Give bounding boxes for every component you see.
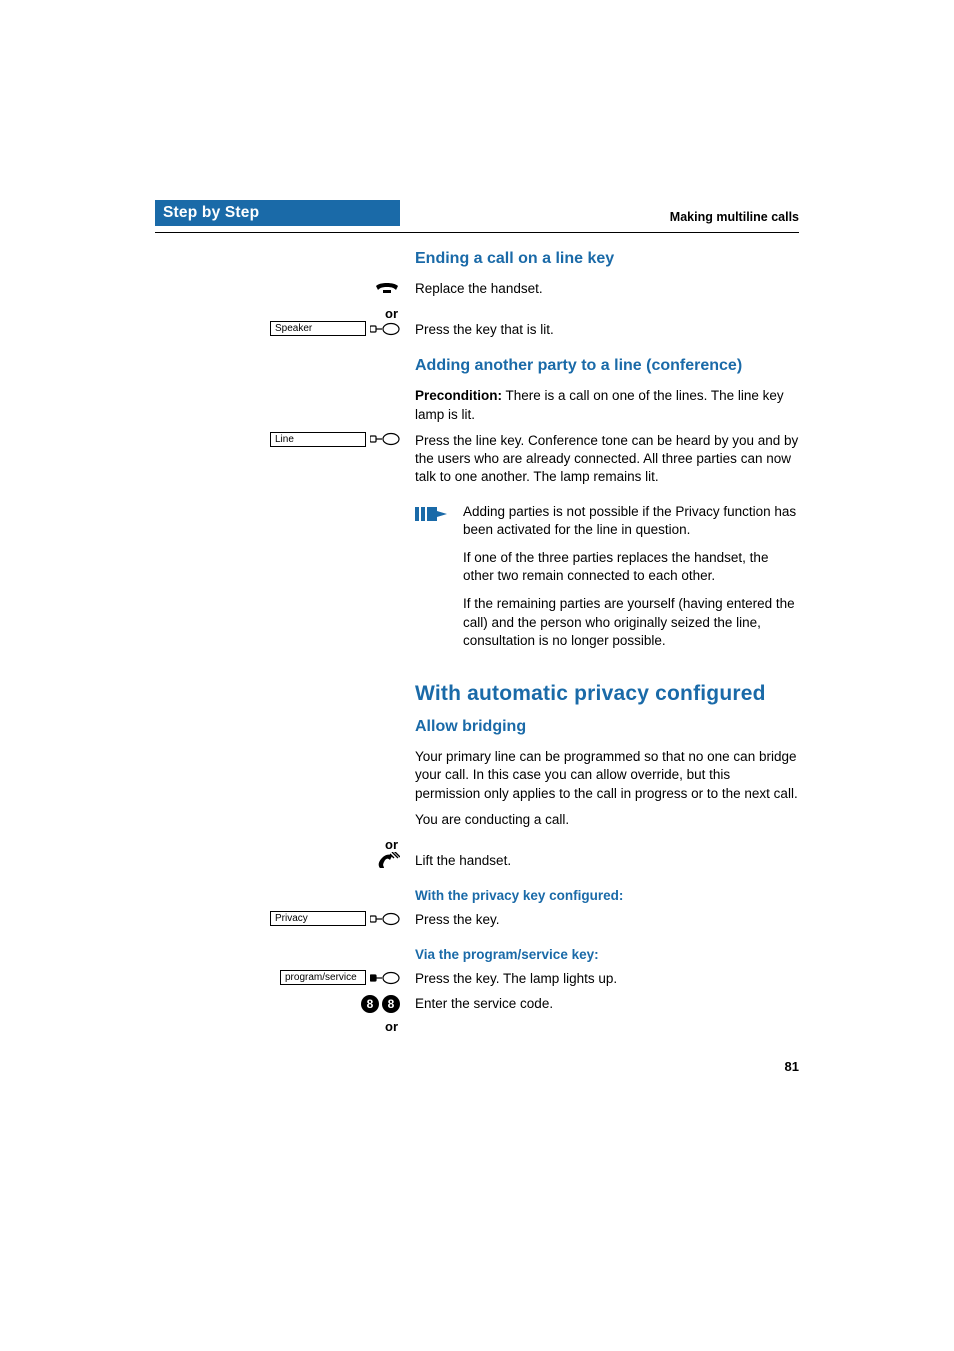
lamp-indicator-icon: [370, 971, 400, 985]
speaker-key-label: Speaker: [270, 321, 366, 336]
page: Making multiline calls Step by Step Endi…: [0, 0, 954, 1114]
note-line-2: If one of the three parties replaces the…: [463, 549, 799, 585]
privacy-key-label: Privacy: [270, 911, 366, 926]
text-lift-handset: Lift the handset.: [415, 852, 799, 870]
page-number: 81: [785, 1059, 799, 1074]
heading-allow-bridging: Allow bridging: [415, 718, 799, 736]
text-press-program-key: Press the key. The lamp lights up.: [415, 970, 799, 988]
text-replace-handset: Replace the handset.: [415, 280, 799, 298]
digit-row: 8 8: [155, 995, 400, 1013]
row-autoprivacy-heading: With automatic privacy configured: [155, 682, 799, 716]
row-program-heading: Via the program/service key:: [155, 937, 799, 970]
subhead-privacy-key: With the privacy key configured:: [415, 888, 799, 903]
note-line-3: If the remaining parties are yourself (h…: [463, 595, 799, 650]
row-line-key: Line Press the line key. Conference tone…: [155, 432, 799, 495]
lamp-indicator-icon: [370, 432, 400, 446]
row-addparty-heading: Adding another party to a line (conferen…: [155, 355, 799, 387]
note-text: Adding parties is not possible if the Pr…: [463, 503, 799, 661]
row-replace-handset: Replace the handset.: [155, 280, 799, 306]
row-program-key: program/service Press the key. The lamp …: [155, 970, 799, 994]
running-head: Making multiline calls: [670, 210, 799, 224]
note-line-1: Adding parties is not possible if the Pr…: [463, 503, 799, 539]
lamp-indicator-icon: [370, 322, 400, 336]
note-arrow-icon: [415, 503, 455, 661]
row-speaker-key: Speaker Press the key that is lit.: [155, 321, 799, 347]
row-conducting: You are conducting a call.: [155, 811, 799, 837]
text-precondition: Precondition: There is a call on one of …: [415, 387, 799, 423]
row-service-code: 8 8 Enter the service code.: [155, 995, 799, 1019]
heading-ending-call: Ending a call on a line key: [415, 250, 799, 268]
lamp-indicator-icon: [370, 912, 400, 926]
line-key-label: Line: [270, 432, 366, 447]
row-or-1: or: [155, 306, 799, 321]
note-block: Adding parties is not possible if the Pr…: [415, 503, 799, 661]
text-press-lit-key: Press the key that is lit.: [415, 321, 799, 339]
text-press-privacy-key: Press the key.: [415, 911, 799, 929]
row-note: Adding parties is not possible if the Pr…: [155, 495, 799, 667]
text-press-line-key: Press the line key. Conference tone can …: [415, 432, 799, 487]
heading-auto-privacy: With automatic privacy configured: [415, 682, 799, 706]
precondition-label: Precondition:: [415, 388, 502, 403]
row-allowbridging-heading: Allow bridging: [155, 716, 799, 748]
row-privacy-key-heading: With the privacy key configured:: [155, 878, 799, 911]
lift-handset-icon: [155, 852, 400, 872]
row-lift-handset: Lift the handset.: [155, 852, 799, 878]
or-label: or: [155, 837, 400, 852]
row-privacy-key: Privacy Press the key.: [155, 911, 799, 937]
or-label: or: [155, 306, 400, 321]
subhead-program-service: Via the program/service key:: [415, 947, 799, 962]
sidebar-header: Step by Step: [155, 200, 400, 226]
row-precondition: Precondition: There is a call on one of …: [155, 387, 799, 431]
digit-8-icon: 8: [382, 995, 400, 1013]
text-conducting: You are conducting a call.: [415, 811, 799, 829]
replace-handset-icon: [155, 280, 400, 296]
row-endcall-heading: Ending a call on a line key: [155, 250, 799, 280]
row-or-2: or: [155, 837, 799, 852]
or-label: or: [155, 1019, 400, 1034]
program-service-key-label: program/service: [280, 970, 366, 985]
text-intro: Your primary line can be programmed so t…: [415, 748, 799, 803]
text-enter-code: Enter the service code.: [415, 995, 799, 1013]
row-or-3: or: [155, 1019, 799, 1034]
row-intro: Your primary line can be programmed so t…: [155, 748, 799, 811]
heading-add-party: Adding another party to a line (conferen…: [415, 357, 799, 375]
header-rule: [155, 232, 799, 233]
digit-8-icon: 8: [361, 995, 379, 1013]
